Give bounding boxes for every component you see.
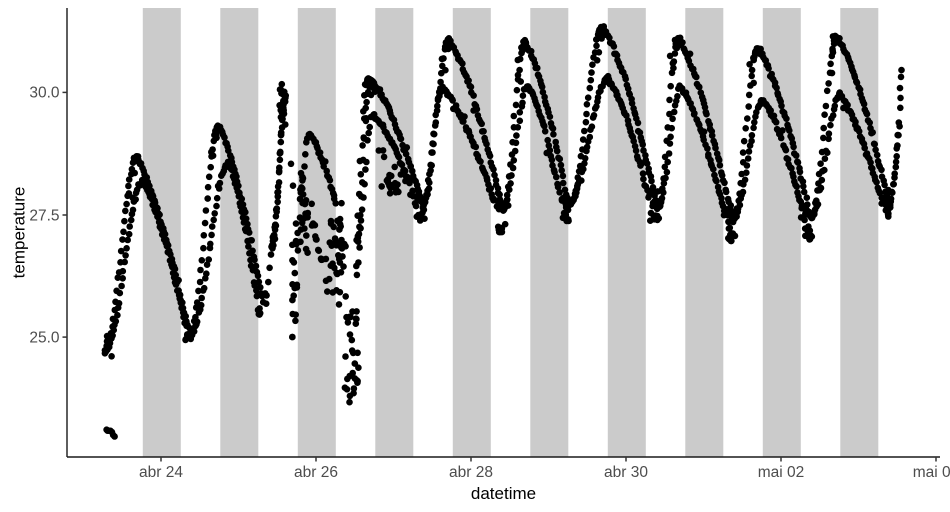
svg-text:abr 24: abr 24 — [139, 464, 183, 481]
svg-text:25.0: 25.0 — [29, 329, 60, 346]
svg-text:abr 30: abr 30 — [604, 464, 648, 481]
svg-text:27.5: 27.5 — [29, 207, 59, 224]
svg-text:mai 02: mai 02 — [758, 464, 805, 481]
svg-text:temperature: temperature — [10, 187, 29, 279]
svg-text:mai 04: mai 04 — [913, 464, 950, 481]
svg-text:datetime: datetime — [471, 484, 536, 503]
svg-text:30.0: 30.0 — [29, 85, 60, 102]
svg-text:abr 26: abr 26 — [294, 464, 338, 481]
svg-text:abr 28: abr 28 — [449, 464, 493, 481]
